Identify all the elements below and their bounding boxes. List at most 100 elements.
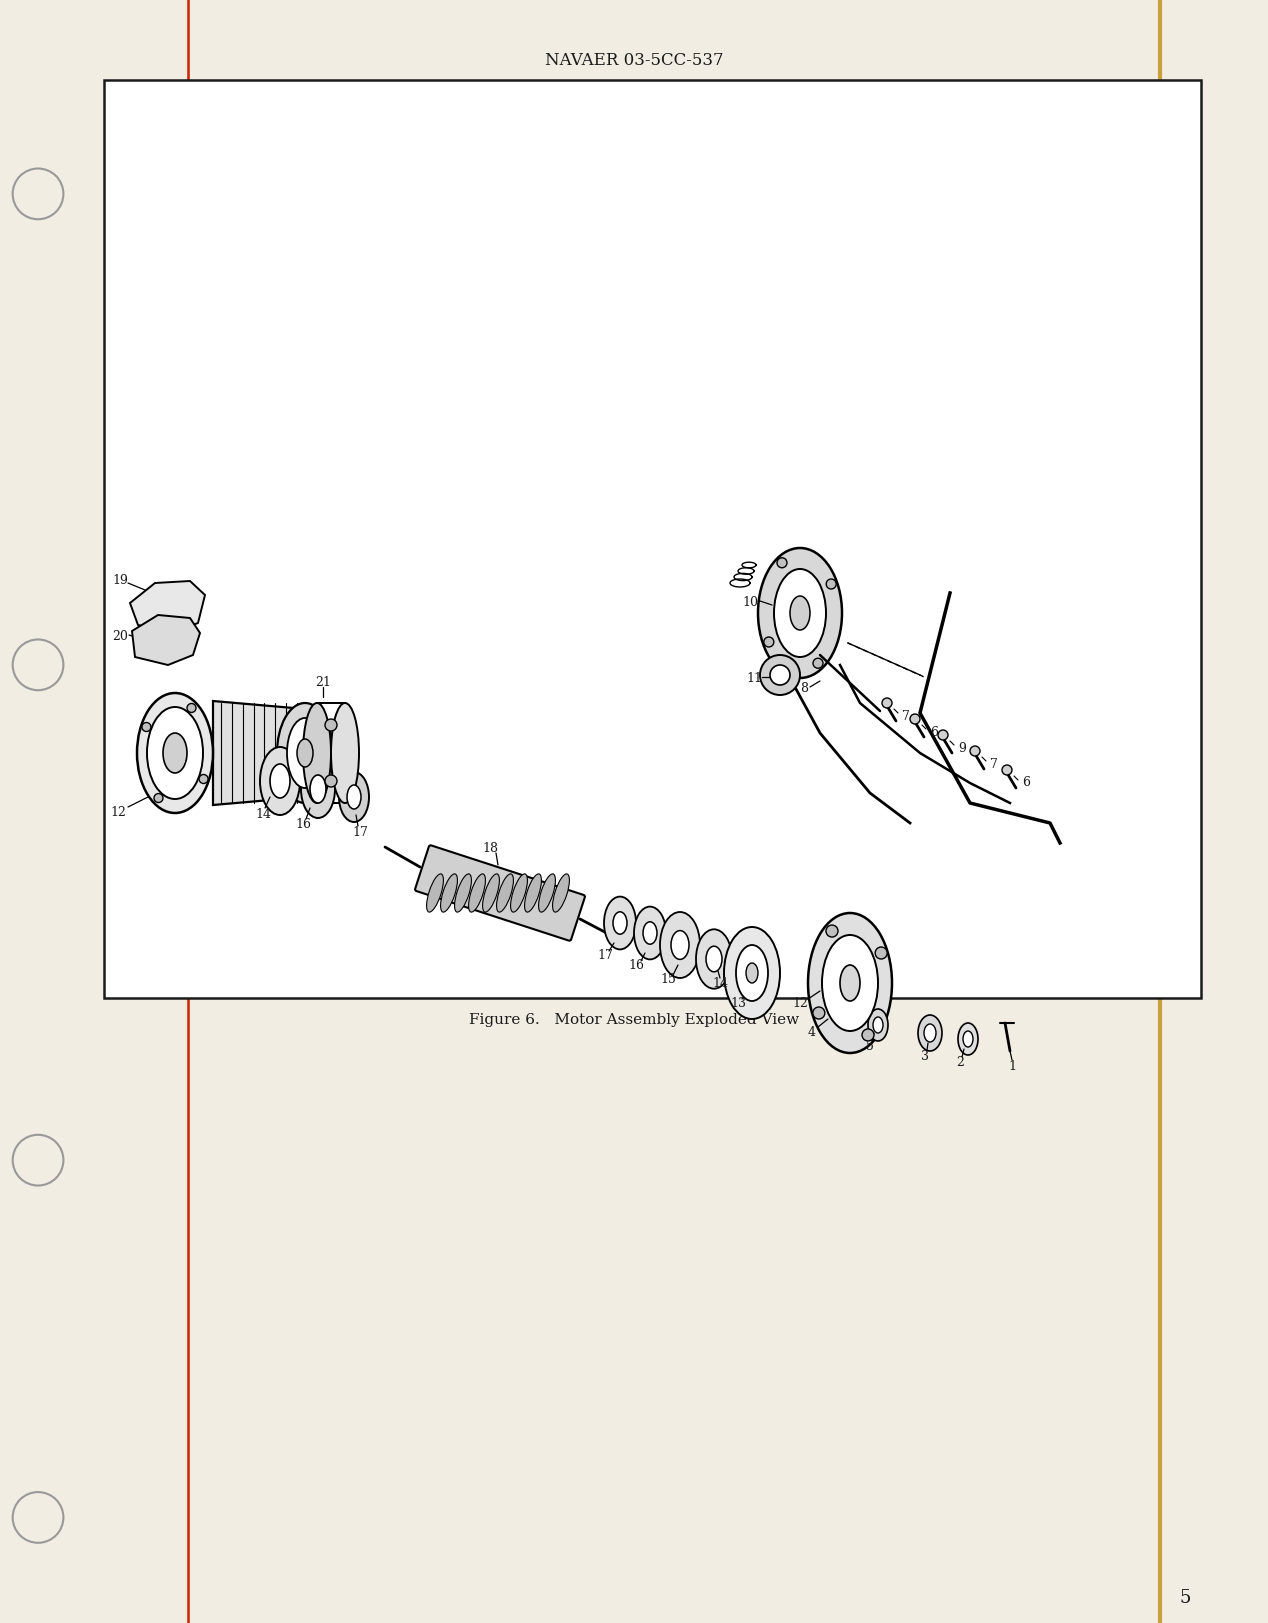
Ellipse shape xyxy=(525,875,541,912)
Ellipse shape xyxy=(455,875,472,912)
Circle shape xyxy=(827,579,836,589)
FancyBboxPatch shape xyxy=(415,846,585,941)
Ellipse shape xyxy=(634,907,666,959)
Circle shape xyxy=(875,948,888,959)
Text: 16: 16 xyxy=(295,816,311,829)
Ellipse shape xyxy=(758,549,842,678)
Ellipse shape xyxy=(724,927,780,1019)
Text: 21: 21 xyxy=(314,675,331,688)
Text: 6: 6 xyxy=(929,725,938,738)
Text: 14: 14 xyxy=(713,977,728,990)
Ellipse shape xyxy=(872,1018,883,1034)
Circle shape xyxy=(777,558,787,568)
Ellipse shape xyxy=(309,776,326,803)
Text: 15: 15 xyxy=(661,972,676,985)
Ellipse shape xyxy=(260,748,301,815)
Ellipse shape xyxy=(661,912,700,979)
Circle shape xyxy=(970,747,980,756)
Circle shape xyxy=(142,724,151,732)
Text: 12: 12 xyxy=(792,997,808,1010)
Ellipse shape xyxy=(808,914,891,1053)
Ellipse shape xyxy=(604,898,637,949)
Circle shape xyxy=(13,169,63,221)
Ellipse shape xyxy=(773,570,825,657)
Text: 4: 4 xyxy=(808,1024,817,1037)
Circle shape xyxy=(813,659,823,669)
Circle shape xyxy=(13,1492,63,1543)
Text: 7: 7 xyxy=(902,709,910,722)
Text: 5: 5 xyxy=(866,1039,874,1052)
Ellipse shape xyxy=(822,935,877,1031)
Circle shape xyxy=(813,1008,824,1019)
Ellipse shape xyxy=(918,1016,942,1052)
Text: 16: 16 xyxy=(628,959,644,972)
Text: 10: 10 xyxy=(742,596,758,609)
Ellipse shape xyxy=(331,703,359,803)
Text: 14: 14 xyxy=(255,807,271,820)
Ellipse shape xyxy=(164,734,186,774)
Text: 13: 13 xyxy=(730,997,746,1010)
Circle shape xyxy=(825,925,838,938)
Circle shape xyxy=(186,704,197,712)
Ellipse shape xyxy=(790,597,810,631)
Text: 17: 17 xyxy=(597,949,612,962)
Ellipse shape xyxy=(297,740,313,768)
Ellipse shape xyxy=(303,703,331,803)
Ellipse shape xyxy=(924,1024,936,1042)
Bar xyxy=(104,81,1201,998)
Ellipse shape xyxy=(539,875,555,912)
Ellipse shape xyxy=(511,875,527,912)
Ellipse shape xyxy=(962,1031,973,1047)
Circle shape xyxy=(13,1134,63,1186)
Ellipse shape xyxy=(147,708,203,800)
Ellipse shape xyxy=(612,912,626,935)
Circle shape xyxy=(199,776,208,784)
Circle shape xyxy=(13,639,63,691)
Circle shape xyxy=(938,730,948,740)
Ellipse shape xyxy=(959,1024,978,1055)
Ellipse shape xyxy=(869,1010,888,1042)
Ellipse shape xyxy=(426,875,444,912)
Ellipse shape xyxy=(706,946,721,972)
Ellipse shape xyxy=(760,656,800,696)
Ellipse shape xyxy=(671,932,689,959)
Text: 2: 2 xyxy=(956,1055,964,1068)
Ellipse shape xyxy=(696,930,732,988)
Ellipse shape xyxy=(770,665,790,685)
Circle shape xyxy=(910,714,921,724)
Ellipse shape xyxy=(440,875,458,912)
Ellipse shape xyxy=(469,875,486,912)
Ellipse shape xyxy=(643,922,657,945)
Ellipse shape xyxy=(839,966,860,1001)
Circle shape xyxy=(1002,766,1012,776)
Text: 3: 3 xyxy=(921,1048,929,1061)
Polygon shape xyxy=(213,701,306,805)
Text: 12: 12 xyxy=(110,805,126,818)
Ellipse shape xyxy=(270,764,290,799)
Ellipse shape xyxy=(347,786,361,810)
Polygon shape xyxy=(132,615,200,665)
Text: 20: 20 xyxy=(112,630,128,643)
Ellipse shape xyxy=(746,964,758,984)
Ellipse shape xyxy=(735,946,768,1001)
Text: NAVAER 03-5CC-537: NAVAER 03-5CC-537 xyxy=(545,52,723,68)
Text: Figure 6.   Motor Assembly Exploded View: Figure 6. Motor Assembly Exploded View xyxy=(469,1013,799,1026)
Circle shape xyxy=(862,1029,874,1042)
Ellipse shape xyxy=(497,875,514,912)
Text: 5: 5 xyxy=(1181,1587,1191,1607)
Circle shape xyxy=(325,776,337,787)
Text: 9: 9 xyxy=(959,742,966,755)
Text: 7: 7 xyxy=(990,756,998,769)
Circle shape xyxy=(153,794,164,803)
Text: 6: 6 xyxy=(1022,776,1030,789)
Text: 1: 1 xyxy=(1008,1058,1016,1071)
Ellipse shape xyxy=(301,761,335,818)
Circle shape xyxy=(883,698,891,709)
Text: 18: 18 xyxy=(482,842,498,855)
Ellipse shape xyxy=(483,875,500,912)
Circle shape xyxy=(763,638,773,648)
Text: 17: 17 xyxy=(353,824,368,837)
Circle shape xyxy=(325,719,337,732)
Text: 8: 8 xyxy=(800,682,808,695)
Ellipse shape xyxy=(287,719,323,789)
